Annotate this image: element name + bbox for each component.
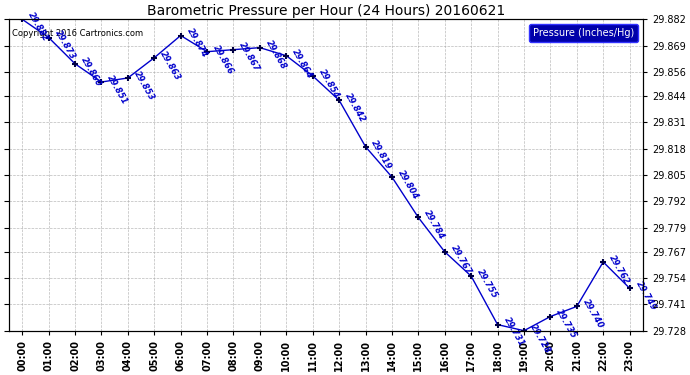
Text: 29.842: 29.842 — [344, 92, 367, 124]
Text: 29.853: 29.853 — [132, 69, 156, 102]
Text: 29.866: 29.866 — [211, 43, 235, 76]
Text: 29.851: 29.851 — [106, 74, 130, 106]
Text: 29.749: 29.749 — [634, 279, 658, 312]
Text: 29.864: 29.864 — [290, 47, 315, 80]
Text: 29.868: 29.868 — [264, 39, 288, 72]
Text: 29.860: 29.860 — [79, 55, 104, 88]
Text: 29.874: 29.874 — [185, 27, 209, 60]
Title: Barometric Pressure per Hour (24 Hours) 20160621: Barometric Pressure per Hour (24 Hours) … — [147, 4, 505, 18]
Text: 29.863: 29.863 — [159, 49, 182, 82]
Text: 29.731: 29.731 — [502, 316, 526, 349]
Text: 29.882: 29.882 — [26, 10, 50, 43]
Text: 29.867: 29.867 — [237, 41, 262, 74]
Text: 29.740: 29.740 — [581, 298, 605, 330]
Text: 29.735: 29.735 — [555, 308, 579, 340]
Text: 29.767: 29.767 — [449, 243, 473, 276]
Text: 29.854: 29.854 — [317, 67, 341, 100]
Text: 29.873: 29.873 — [53, 29, 77, 62]
Text: 29.728: 29.728 — [528, 322, 552, 355]
Legend: Pressure (Inches/Hg): Pressure (Inches/Hg) — [529, 24, 638, 42]
Text: Copyright 2016 Cartronics.com: Copyright 2016 Cartronics.com — [12, 28, 144, 38]
Text: 29.804: 29.804 — [396, 168, 420, 201]
Text: 29.762: 29.762 — [607, 253, 631, 286]
Text: 29.819: 29.819 — [370, 138, 394, 171]
Text: 29.755: 29.755 — [475, 267, 500, 300]
Text: 29.784: 29.784 — [422, 209, 446, 242]
